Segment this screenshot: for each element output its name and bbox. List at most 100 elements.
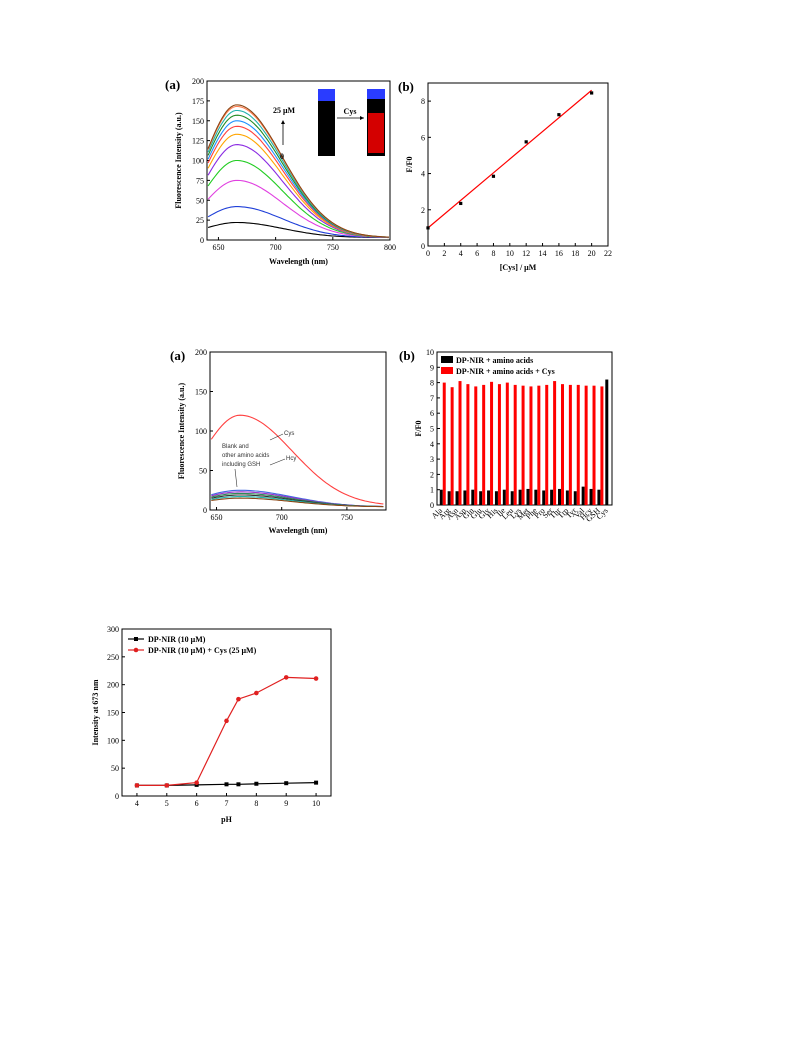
x-axis-label: [Cys] / μM — [500, 263, 537, 272]
y-tick-label: 250 — [107, 653, 119, 662]
data-point — [164, 783, 170, 788]
y-axis-label: Fluorescence Intensity (a.u.) — [177, 383, 186, 480]
legend-swatch — [441, 367, 453, 374]
x-tick-label: 14 — [539, 249, 547, 258]
bar — [513, 384, 517, 505]
y-tick-label: 0 — [200, 236, 204, 245]
y-tick-label: 2 — [430, 470, 434, 479]
x-tick-label: 20 — [588, 249, 596, 258]
bar — [518, 489, 522, 505]
y-tick-label: 100 — [195, 427, 207, 436]
y-tick-label: 5 — [430, 425, 434, 434]
legend-label: DP-NIR (10 μM) — [148, 635, 206, 644]
y-tick-label: 6 — [421, 133, 425, 142]
x-tick-label: 0 — [426, 249, 430, 258]
y-axis-label: Intensity at 673 nm — [91, 679, 100, 745]
bar — [565, 490, 569, 505]
panel-label: (a) — [170, 348, 185, 363]
vial-after-red — [368, 113, 384, 153]
bar — [494, 491, 498, 505]
data-point — [224, 718, 229, 724]
x-tick-label: 18 — [571, 249, 579, 258]
y-tick-label: 200 — [192, 77, 204, 86]
data-point — [254, 690, 259, 696]
x-axis-label: pH — [221, 815, 232, 824]
bar — [573, 491, 577, 505]
annotation-blank-2: other amino acids — [222, 453, 269, 459]
y-tick-label: 2 — [421, 206, 425, 215]
y-tick-label: 4 — [421, 170, 425, 179]
bar — [450, 387, 454, 505]
x-tick-label: 7 — [225, 799, 229, 808]
x-tick-label: 4 — [135, 799, 139, 808]
y-tick-label: 100 — [192, 157, 204, 166]
data-point — [491, 174, 496, 178]
bar — [545, 384, 549, 505]
data-point — [194, 780, 199, 785]
bar — [592, 385, 596, 505]
vial-before-top — [318, 89, 335, 101]
bar — [542, 490, 546, 505]
y-tick-label: 1 — [430, 486, 434, 495]
bar — [490, 381, 494, 505]
bar — [442, 382, 446, 505]
annotation-pointer — [269, 433, 284, 441]
x-tick-label: 700 — [276, 513, 288, 522]
spectrum-line — [207, 120, 389, 238]
y-axis-label: Fluorescence Intensity (a.u.) — [174, 112, 183, 209]
x-tick-label: 10 — [312, 799, 320, 808]
annotation-cys: Cys — [284, 431, 294, 437]
x-tick-label: 800 — [384, 243, 396, 252]
annotation-pointer — [269, 458, 286, 466]
y-tick-label: 7 — [430, 394, 434, 403]
y-tick-label: 8 — [421, 97, 425, 106]
y-tick-label: 50 — [111, 764, 119, 773]
x-tick-label: 650 — [211, 513, 223, 522]
y-tick-label: 10 — [426, 348, 434, 357]
bar — [558, 488, 561, 505]
bar — [471, 489, 475, 505]
x-axis-label: Wavelength (nm) — [269, 526, 328, 535]
x-tick-label: 750 — [341, 513, 353, 522]
data-point — [459, 201, 463, 206]
x-axis-label: Wavelength (nm) — [269, 257, 328, 266]
bar — [529, 386, 533, 505]
x-tick-label: 22 — [604, 249, 612, 258]
data-point — [284, 781, 289, 786]
x-tick-label: 8 — [491, 249, 495, 258]
data-point — [134, 783, 140, 788]
x-tick-label: 5 — [165, 799, 169, 808]
bar — [439, 489, 443, 505]
bar — [550, 489, 554, 505]
data-point — [313, 676, 319, 681]
data-point — [283, 675, 289, 680]
spectrum-line — [207, 104, 389, 238]
data-point — [224, 782, 229, 787]
panel-label: (b) — [398, 79, 414, 94]
bar — [521, 385, 525, 505]
bar — [534, 489, 538, 505]
bar — [463, 490, 467, 505]
data-point — [254, 781, 259, 786]
x-tick-label: 2 — [442, 249, 446, 258]
data-point — [590, 91, 594, 95]
x-tick-label: 16 — [555, 249, 563, 258]
annotation-blank-1: Blank and — [222, 444, 249, 450]
bar — [605, 379, 609, 505]
bar — [568, 384, 572, 505]
vial-after-top — [367, 89, 385, 99]
bar — [505, 382, 509, 505]
x-tick-label: 750 — [327, 243, 339, 252]
bar — [537, 385, 541, 505]
legend-marker — [134, 637, 138, 641]
vial-before-image — [318, 89, 335, 156]
data-point — [236, 696, 241, 702]
spectrum-line — [207, 125, 389, 238]
legend-label: DP-NIR + amino acids + Cys — [456, 367, 555, 376]
y-tick-label: 100 — [107, 736, 119, 745]
legend-label: DP-NIR (10 μM) + Cys (25 μM) — [148, 646, 257, 655]
spectrum-line — [207, 206, 389, 239]
conc-arrowhead — [281, 120, 285, 124]
bar — [487, 490, 491, 505]
bar — [600, 386, 604, 505]
